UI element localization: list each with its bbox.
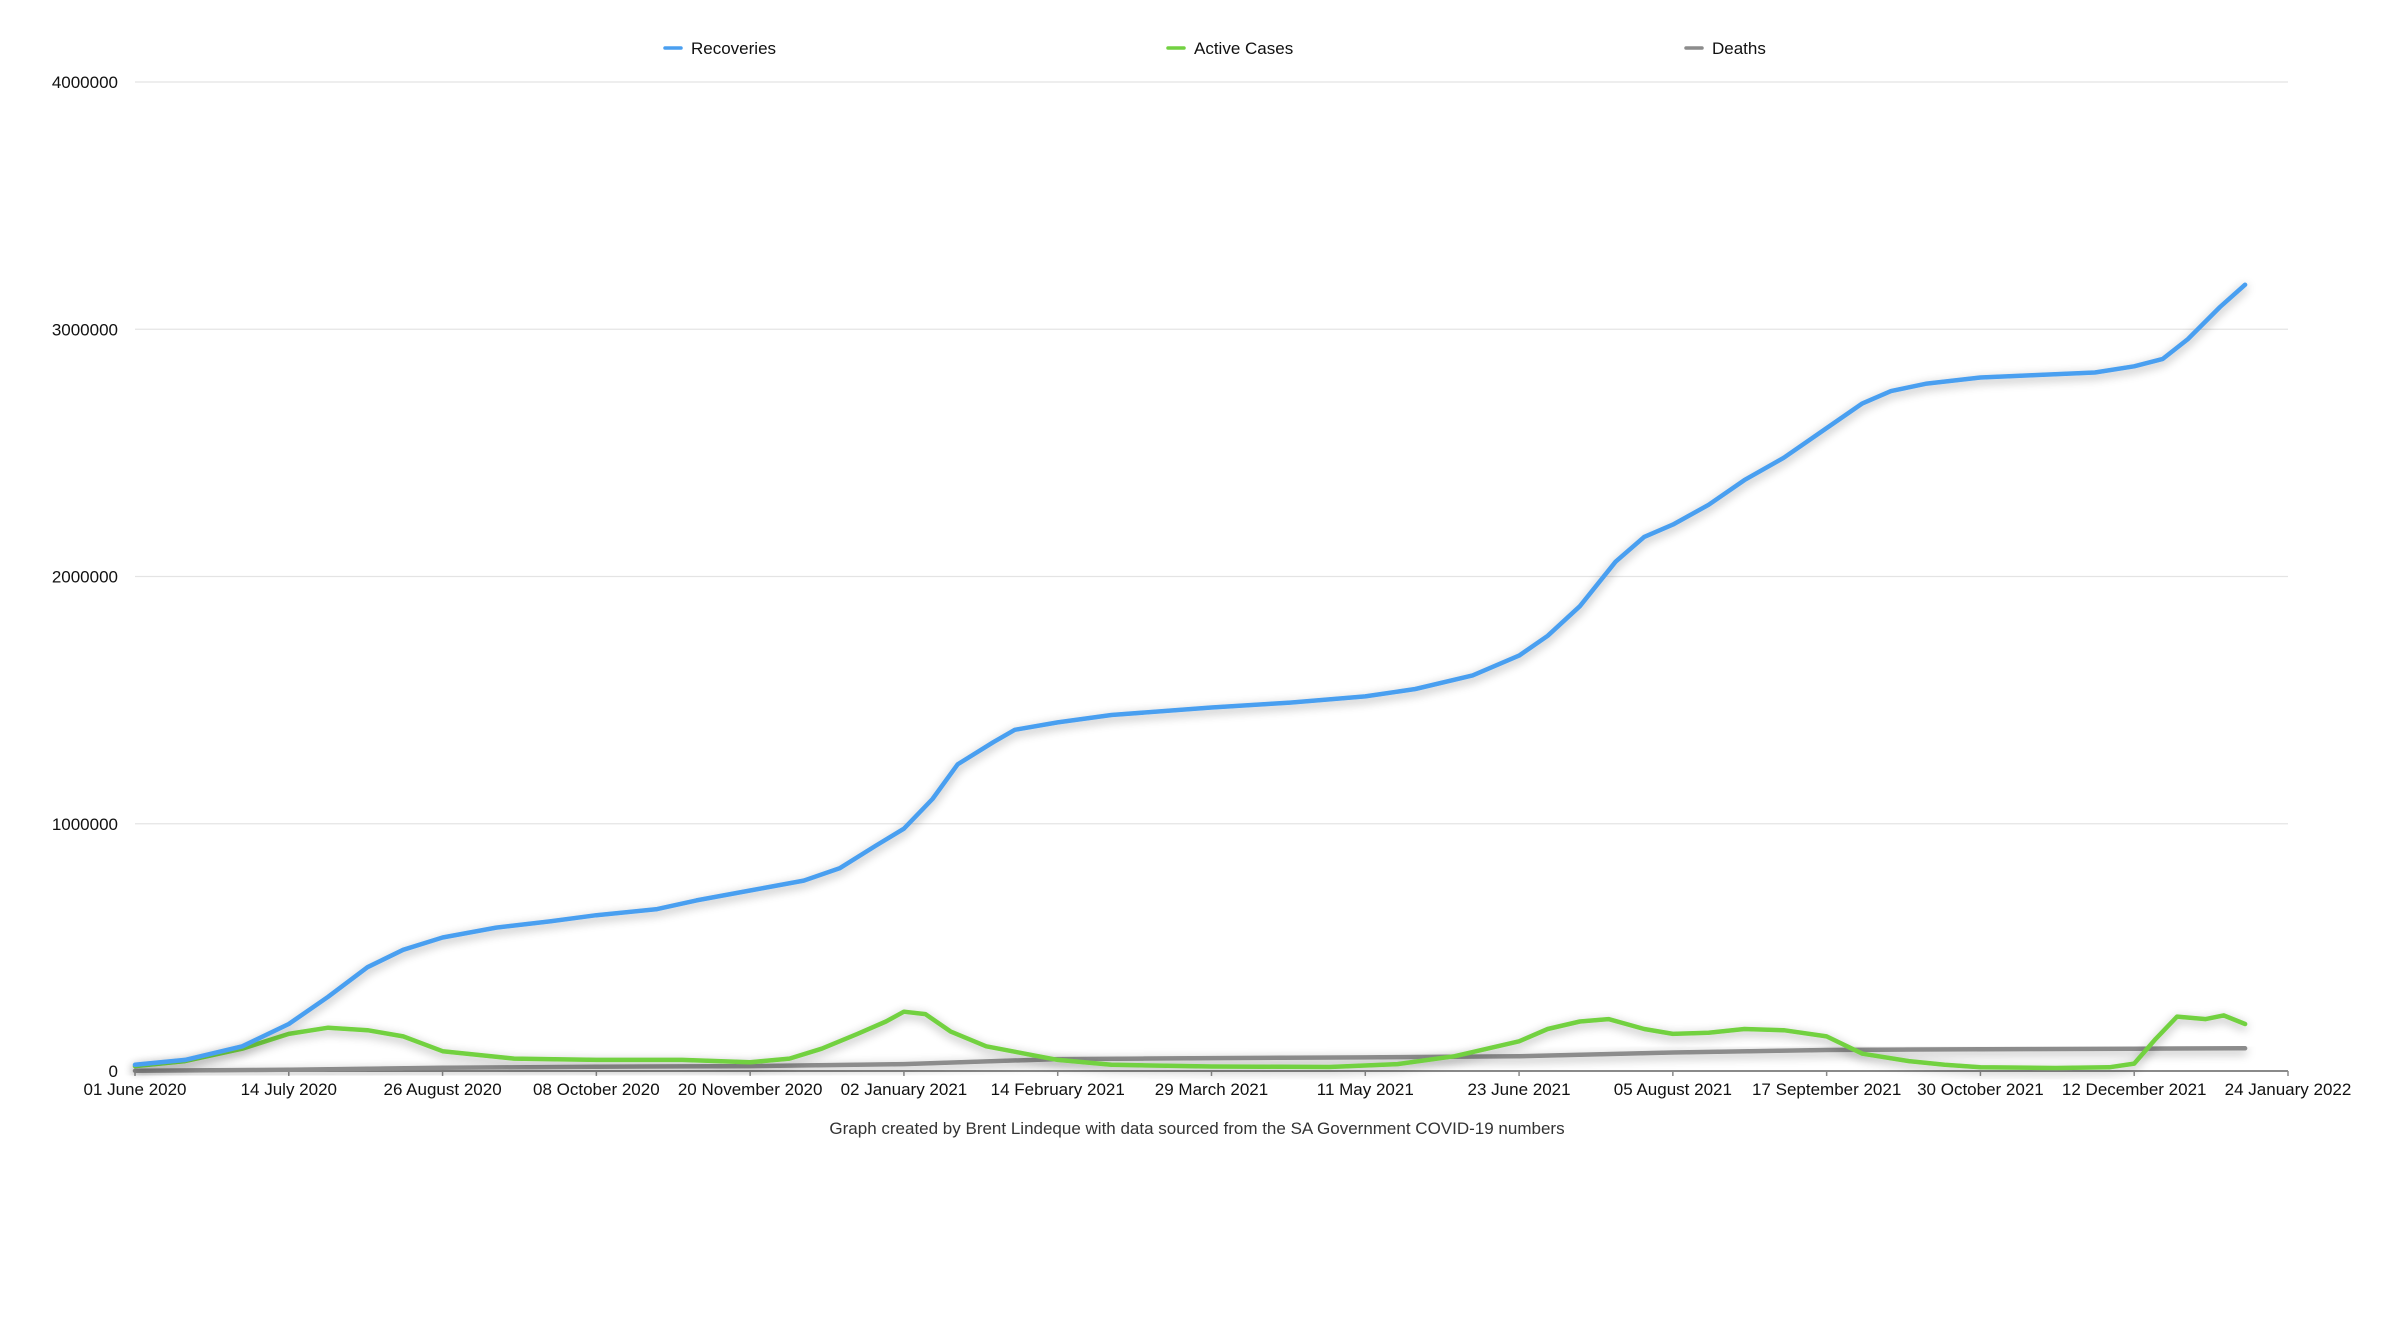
x-tick-label: 20 November 2020 (678, 1080, 823, 1099)
legend-item-active-cases: Active Cases (1166, 39, 1293, 58)
legend-item-recoveries: Recoveries (663, 39, 776, 58)
x-tick-label: 12 December 2021 (2062, 1080, 2207, 1099)
series-line-deaths (132, 1046, 2248, 1074)
series-line-active-cases (132, 1009, 2248, 1071)
x-tick-label: 24 January 2022 (2225, 1080, 2352, 1099)
grid (135, 81, 2288, 1072)
x-tick-label: 30 October 2021 (1917, 1080, 2044, 1099)
x-tick-label: 29 March 2021 (1155, 1080, 1268, 1099)
y-axis-labels: 0 1000000 2000000 3000000 4000000 (52, 73, 118, 1081)
x-tick-label: 26 August 2020 (383, 1080, 501, 1099)
series-line-recoveries (132, 282, 2248, 1068)
x-tick-label: 02 January 2021 (841, 1080, 968, 1099)
x-tick-label: 14 February 2021 (991, 1080, 1125, 1099)
legend: Recoveries Active Cases Deaths (663, 39, 1766, 58)
legend-label: Active Cases (1194, 39, 1293, 58)
legend-item-deaths: Deaths (1684, 39, 1766, 58)
x-tick-label: 23 June 2021 (1468, 1080, 1571, 1099)
legend-label: Deaths (1712, 39, 1766, 58)
y-tick-label: 2000000 (52, 568, 118, 587)
x-axis-labels: 01 June 2020 14 July 2020 26 August 2020 08… (83, 1071, 2351, 1099)
y-tick-label: 0 (109, 1062, 118, 1081)
legend-label: Recoveries (691, 39, 776, 58)
series-lines (132, 282, 2248, 1074)
x-tick-label: 01 June 2020 (83, 1080, 186, 1099)
y-tick-label: 1000000 (52, 815, 118, 834)
x-tick-label: 14 July 2020 (241, 1080, 337, 1099)
x-tick-label: 08 October 2020 (533, 1080, 660, 1099)
y-tick-label: 3000000 (52, 320, 118, 339)
x-tick-label: 11 May 2021 (1317, 1080, 1414, 1099)
y-tick-label: 4000000 (52, 73, 118, 92)
x-tick-label: 17 September 2021 (1752, 1080, 1901, 1099)
x-tick-label: 05 August 2021 (1614, 1080, 1732, 1099)
chart-caption: Graph created by Brent Lindeque with dat… (829, 1119, 1564, 1138)
